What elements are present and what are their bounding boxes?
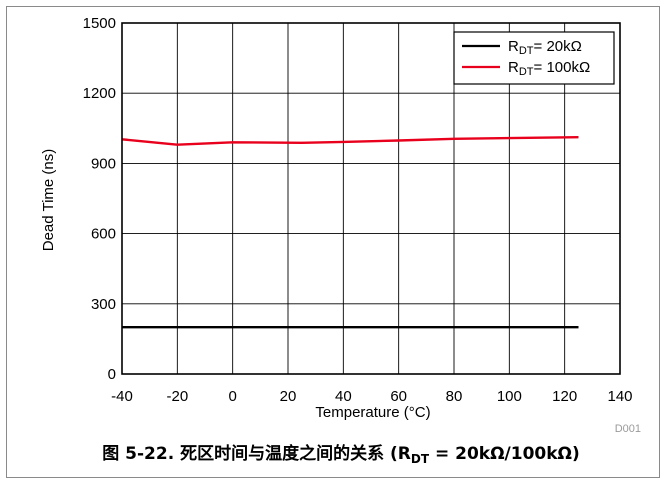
- x-tick-label: 120: [552, 388, 577, 405]
- x-tick-label: 20: [280, 388, 297, 405]
- y-tick-label: 600: [91, 226, 116, 243]
- figure-frame: [6, 6, 660, 478]
- y-tick-label: 0: [108, 366, 116, 383]
- legend-box: [453, 31, 615, 85]
- figure-code: D001: [615, 423, 641, 435]
- x-tick-label: 60: [390, 388, 407, 405]
- plot-area: [121, 22, 621, 375]
- x-axis-ticks: -40 -20 0 20 40 60 80 100 120 140: [111, 388, 632, 405]
- figure-caption: 图 5-22. 死区时间与温度之间的关系 (RDT = 20kΩ/100kΩ): [102, 443, 580, 466]
- x-tick-label: 40: [335, 388, 352, 405]
- x-tick-label: -20: [166, 388, 188, 405]
- y-tick-label: 1500: [83, 15, 116, 32]
- x-tick-label: 100: [497, 388, 522, 405]
- y-axis-label: Dead Time (ns): [40, 149, 57, 252]
- x-axis-label: Temperature (°C): [315, 404, 430, 421]
- y-tick-label: 300: [91, 296, 116, 313]
- x-tick-label: -40: [111, 388, 133, 405]
- series-line-100k: [121, 136, 579, 146]
- x-tick-label: 0: [228, 388, 236, 405]
- legend-entry-100k: RDT= 100kΩ: [508, 59, 590, 78]
- series-lines: [121, 136, 579, 329]
- y-tick-label: 1200: [83, 85, 116, 102]
- y-axis-ticks: 0 300 600 900 1200 1500: [83, 15, 116, 383]
- x-tick-label: 140: [607, 388, 632, 405]
- x-tick-label: 80: [446, 388, 463, 405]
- legend-entry-20k: RDT= 20kΩ: [508, 38, 582, 57]
- legend: RDT= 20kΩ RDT= 100kΩ: [453, 31, 615, 85]
- y-tick-label: 900: [91, 155, 116, 172]
